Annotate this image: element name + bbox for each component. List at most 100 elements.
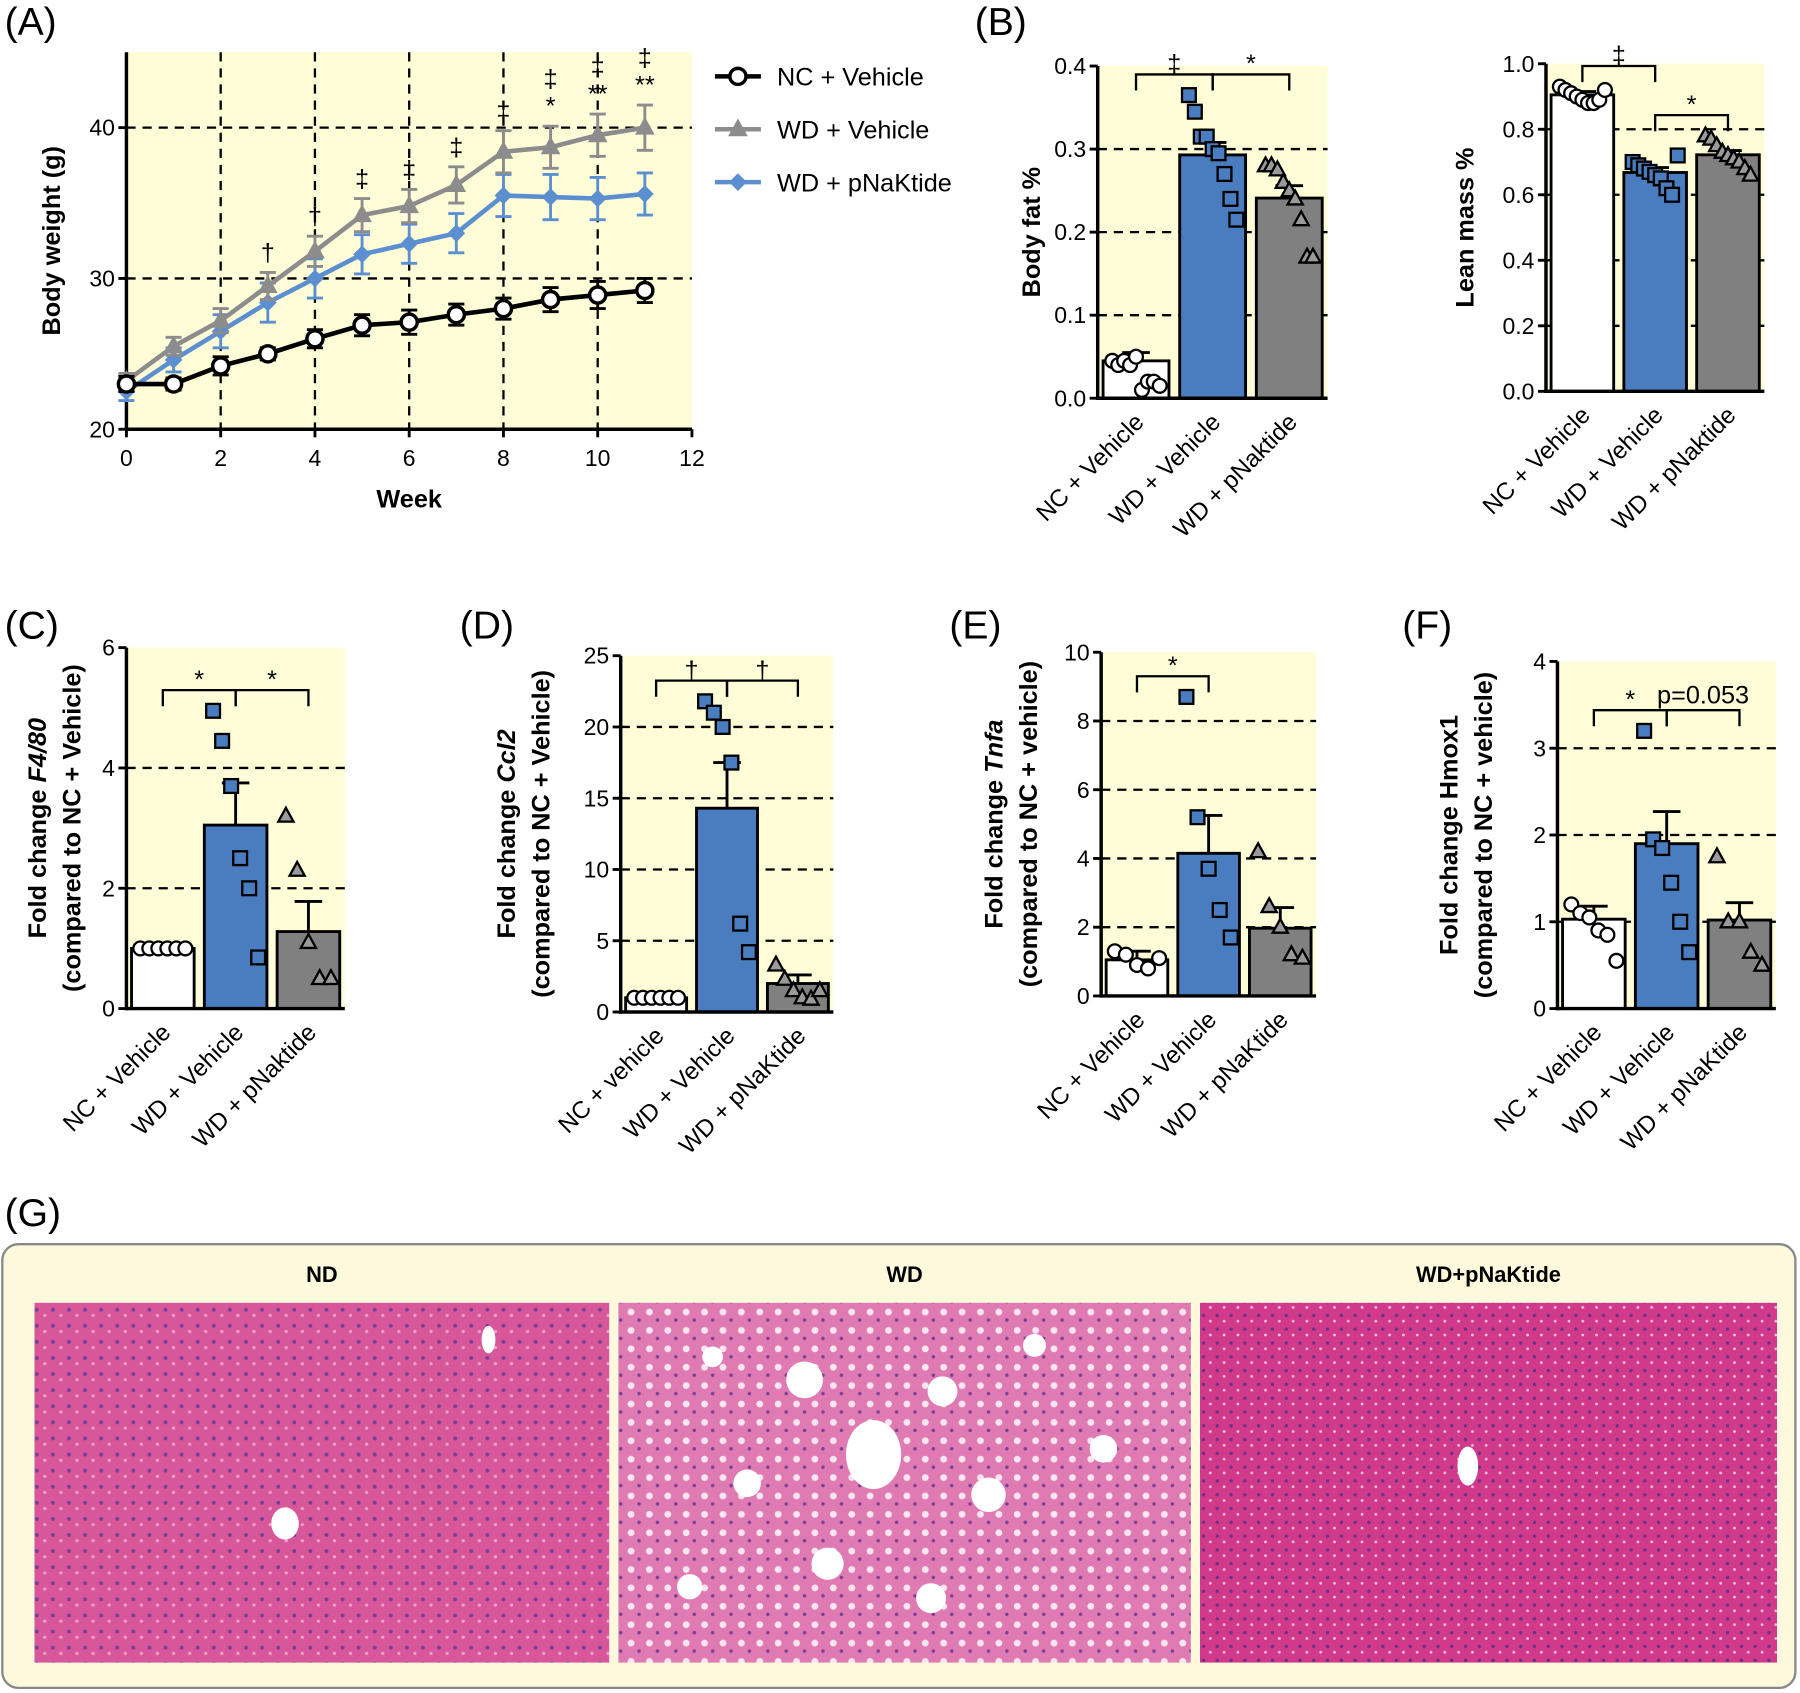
y-axis-title: Fold change Tnfa [980, 720, 1008, 929]
x-tick-label: 10 [585, 445, 611, 471]
data-point [732, 915, 749, 932]
y-tick-label: 2 [1533, 822, 1546, 848]
y-tick-label: 0 [1533, 996, 1546, 1022]
x-tick-label: WD + pNaKtide [1157, 1006, 1294, 1143]
data-point [1608, 952, 1625, 969]
panel-label: (A) [5, 1, 57, 44]
data-point [321, 967, 341, 986]
panel-label: (F) [1402, 604, 1452, 647]
data-point [766, 954, 786, 972]
data-point [588, 189, 607, 208]
data-point [1303, 246, 1323, 264]
panel-label: (B) [975, 1, 1027, 44]
data-point [1729, 911, 1749, 929]
data-point [1741, 941, 1761, 959]
y-axis-title-part: Fold change [980, 780, 1008, 929]
y-axis-title-part: Lean mass % [1452, 147, 1480, 307]
data-point [1281, 944, 1301, 962]
data-point [352, 315, 372, 335]
significance-bracket [1654, 113, 1730, 132]
y-tick-label: 0.4 [1054, 53, 1086, 79]
data-point [541, 188, 560, 206]
bar [1549, 93, 1616, 393]
significance-mark: † [308, 203, 322, 231]
data-point [400, 234, 419, 253]
panel-label: (E) [949, 604, 1001, 647]
data-point [1178, 688, 1195, 705]
data-point [540, 289, 561, 310]
data-point [241, 880, 258, 897]
panel-label: (C) [5, 604, 59, 647]
legend-label: WD + pNaKtide [777, 169, 952, 197]
significance-mark: ‡ [496, 97, 510, 125]
data-point [1180, 87, 1197, 104]
y-tick-label: 30 [89, 266, 115, 292]
data-point [1654, 839, 1671, 857]
data-point [1599, 926, 1616, 943]
data-point [305, 329, 325, 349]
data-point [232, 850, 249, 867]
significance-mark: * [546, 93, 556, 121]
significance-mark: ‡ [449, 133, 463, 161]
error-bar [784, 973, 812, 984]
y-tick-label: 4 [1533, 648, 1546, 674]
x-tick-label: 2 [214, 445, 227, 471]
y-axis-title: (compared to NC + vehicle) [1015, 661, 1043, 987]
data-point [210, 356, 231, 376]
data-point [257, 275, 278, 294]
data-point [1291, 209, 1311, 227]
y-tick-label: 8 [1077, 708, 1090, 734]
x-tick-label: WD + pNaktide [1607, 402, 1741, 536]
bar [1633, 842, 1700, 1011]
y-axis-title-part: Fold change [493, 790, 521, 939]
data-point [1663, 874, 1680, 891]
data-point [446, 304, 467, 325]
data-point [1259, 895, 1279, 914]
gene-name: Tnfa [980, 720, 1008, 773]
y-tick-label: 6 [102, 635, 115, 661]
data-point [635, 280, 655, 301]
data-point [1669, 147, 1686, 164]
data-point [1681, 944, 1698, 961]
data-point [1151, 377, 1168, 394]
data-point [1189, 809, 1206, 826]
data-point [352, 204, 372, 223]
data-point [1216, 165, 1233, 183]
data-point [1267, 159, 1287, 177]
data-point [1718, 911, 1738, 929]
significance-mark: ‡ [544, 65, 558, 93]
significance-label: * [267, 666, 277, 694]
x-tick-label: 12 [679, 445, 705, 471]
histology-nd [34, 1302, 610, 1663]
data-point [1186, 103, 1203, 120]
legend-marker [728, 118, 748, 137]
bar [1695, 153, 1761, 393]
data-point [276, 805, 296, 823]
y-axis-title: Body fat % [1018, 167, 1046, 298]
data-point [1140, 960, 1157, 977]
x-axis-title: Week [376, 485, 442, 513]
image-title: WD+pNaKtide [1416, 1262, 1561, 1287]
y-tick-label: 0.6 [1503, 182, 1535, 208]
significance-bracket [234, 688, 310, 707]
significance-label: * [1687, 91, 1697, 119]
data-point [205, 702, 222, 719]
data-point [446, 174, 467, 192]
data-point [587, 285, 608, 305]
bar [1622, 171, 1688, 393]
y-tick-label: 25 [584, 643, 610, 669]
significance-label: * [1246, 50, 1256, 78]
significance-bracket [1135, 675, 1210, 693]
significance-mark: ‡ [591, 53, 605, 81]
bar [695, 806, 759, 1014]
y-tick-label: 5 [596, 928, 609, 954]
significance-bracket [1581, 64, 1657, 83]
data-point [447, 224, 466, 243]
y-axis-title-part: (compared to NC + Vehicle) [527, 670, 555, 998]
legend-marker [729, 173, 747, 191]
data-point [399, 312, 419, 332]
significance-mark: ‡ [638, 44, 652, 72]
data-point [1270, 916, 1290, 934]
